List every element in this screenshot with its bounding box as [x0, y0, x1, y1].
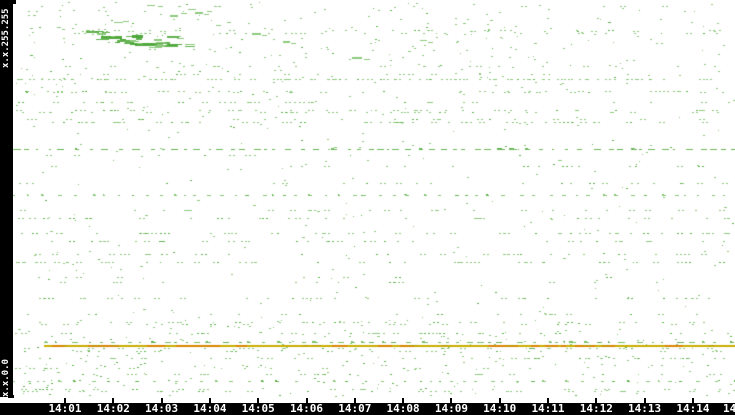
x-axis-label: 14:13 [628, 403, 662, 415]
x-axis-tick [160, 398, 163, 403]
x-axis-tick [402, 398, 405, 403]
x-axis-tick [112, 398, 115, 403]
x-axis-label: 14:05 [241, 403, 275, 415]
x-axis-label: 14:02 [96, 403, 130, 415]
x-axis-tick [547, 398, 549, 403]
x-axis-label: 14:11 [531, 403, 565, 415]
x-axis-tick [595, 398, 598, 403]
x-axis: 14:01 14:02 14:03 14:04 14:05 14:06 14:07 14:08… [0, 403, 735, 415]
scatter-plot-canvas [0, 0, 735, 398]
y-axis-tick-bottom [8, 395, 14, 398]
y-axis-tick-top [13, 0, 16, 4]
x-axis-label: 14:06 [289, 403, 324, 415]
y-axis: x.x.255.255 x.x.0.0 [0, 0, 13, 397]
x-axis-tick [208, 398, 211, 403]
y-axis-label-top: x.x.255.255 [1, 8, 11, 68]
x-axis-tick [64, 398, 66, 403]
x-axis-label: 14:07 [338, 403, 372, 415]
x-axis-tick [257, 398, 260, 403]
x-axis-tick [643, 398, 646, 403]
x-axis-label: 14:12 [579, 403, 613, 415]
x-axis-tick [498, 398, 501, 403]
x-axis-label: 14:10 [483, 403, 517, 415]
x-axis-label: 14:03 [145, 403, 179, 415]
x-axis-label: 14:14 [676, 403, 710, 415]
x-axis-tick [353, 398, 356, 403]
y-axis-label-bottom: x.x.0.0 [1, 359, 11, 397]
x-axis-label: 14:01 [48, 403, 82, 415]
x-axis-label: 14:08 [386, 403, 420, 415]
x-axis-label-clipped: 14 [723, 403, 735, 415]
x-axis-tick [450, 398, 453, 403]
x-axis-tick [305, 398, 308, 403]
x-axis-tick [691, 398, 694, 403]
x-axis-label: 14:09 [434, 403, 468, 415]
x-axis-label: 14:04 [193, 403, 227, 415]
